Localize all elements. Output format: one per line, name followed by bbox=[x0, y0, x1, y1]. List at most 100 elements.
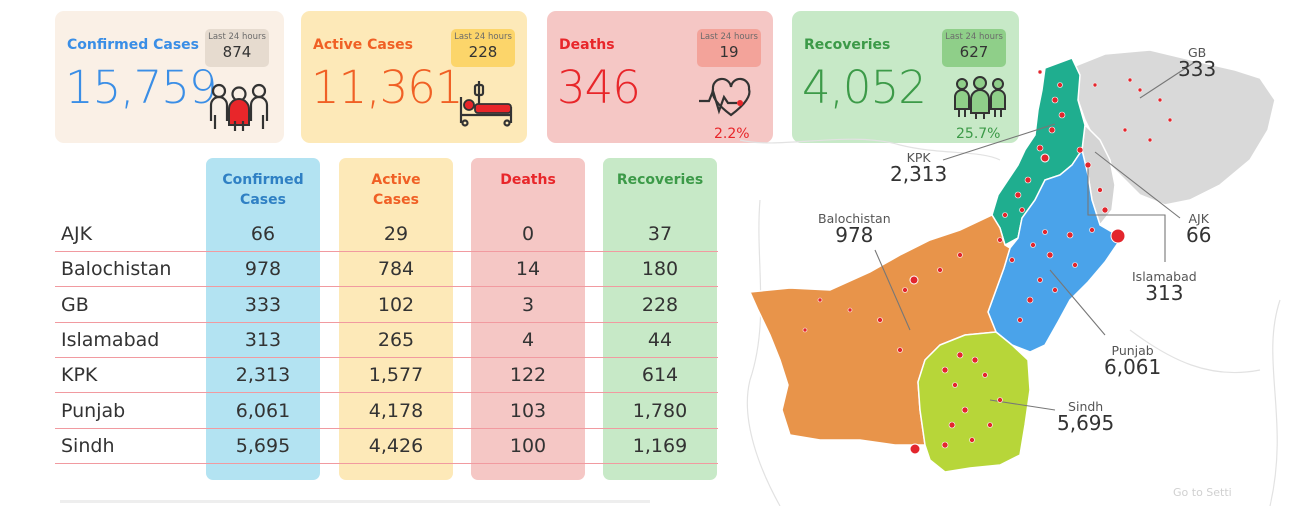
case-marker-dot bbox=[1048, 126, 1056, 134]
case-marker-dot bbox=[802, 327, 808, 333]
recoveries-header: Recoveries bbox=[616, 172, 704, 188]
case-marker-dot bbox=[909, 443, 921, 455]
header-line: Confirmed bbox=[222, 172, 304, 188]
header-line: Active bbox=[371, 172, 421, 188]
recovery-rate-percent: 25.7% bbox=[956, 126, 1001, 142]
map-label-name: Punjab bbox=[1111, 343, 1154, 358]
case-marker-dot bbox=[902, 287, 908, 293]
recoveries-cell: 228 bbox=[641, 293, 679, 316]
confirmed-cell: 313 bbox=[244, 328, 282, 351]
card-value: 11,361 bbox=[311, 61, 463, 114]
map-label-name: KPK bbox=[906, 150, 931, 165]
kpk-map-label: KPK 2,313 bbox=[890, 151, 947, 185]
case-marker-dot bbox=[952, 382, 958, 388]
kpk-leader-line bbox=[942, 123, 1056, 161]
active-cell: 265 bbox=[377, 328, 415, 351]
case-marker-dot bbox=[817, 297, 823, 303]
case-marker-dot bbox=[982, 372, 988, 378]
case-marker-dot bbox=[1037, 69, 1043, 75]
confirmed-cell: 5,695 bbox=[235, 434, 291, 457]
table-row: Sindh 5,695 4,426 100 1,169 bbox=[55, 429, 718, 464]
case-marker-dot bbox=[877, 317, 883, 323]
map-label-value: 333 bbox=[1178, 57, 1217, 82]
active-cases-header: Active Cases bbox=[339, 170, 453, 210]
card-value: 15,759 bbox=[65, 61, 217, 114]
recoveries-cell: 37 bbox=[647, 223, 673, 245]
deaths-cell: 103 bbox=[509, 399, 547, 422]
case-marker-dot bbox=[1157, 97, 1163, 103]
case-marker-dot bbox=[1017, 317, 1023, 323]
recoveries-card: Recoveries 4,052 Last 24 hours 627 25.7% bbox=[792, 11, 1019, 143]
case-marker-dot bbox=[1097, 187, 1103, 193]
badge-value: 19 bbox=[719, 43, 739, 61]
badge-value: 874 bbox=[222, 43, 252, 61]
gb-map-label: GB 333 bbox=[1178, 46, 1216, 80]
map-label-name: AJK bbox=[1188, 211, 1209, 226]
case-marker-dot bbox=[1127, 77, 1133, 83]
table-row: Balochistan 978 784 14 180 bbox=[55, 252, 718, 288]
map-label-name: Islamabad bbox=[1132, 269, 1197, 284]
map-label-name: Sindh bbox=[1068, 399, 1104, 414]
table-row: AJK 66 29 0 37 bbox=[55, 217, 718, 252]
active-cell: 1,577 bbox=[368, 364, 424, 387]
confirmed-cell: 66 bbox=[250, 223, 276, 245]
card-title: Recoveries bbox=[804, 37, 891, 53]
recoveries-cell: 44 bbox=[647, 328, 673, 351]
active-cases-card: Active Cases 11,361 Last 24 hours 228 bbox=[301, 11, 527, 143]
case-marker-dot bbox=[1057, 82, 1063, 88]
last-24-hours-badge: Last 24 hours 19 bbox=[697, 29, 761, 67]
case-marker-dot bbox=[948, 421, 956, 429]
recoveries-cell: 180 bbox=[641, 258, 679, 281]
recoveries-cell: 1,169 bbox=[632, 434, 688, 457]
badge-label: Last 24 hours bbox=[454, 32, 512, 42]
deaths-cell: 4 bbox=[521, 328, 535, 351]
active-cell: 4,178 bbox=[368, 399, 424, 422]
badge-value: 228 bbox=[468, 43, 498, 61]
last-24-hours-badge: Last 24 hours 228 bbox=[451, 29, 515, 67]
gb-leader-line bbox=[1139, 61, 1196, 99]
region-name: GB bbox=[61, 293, 89, 316]
punjab-map-label: Punjab 6,061 bbox=[1104, 344, 1161, 378]
case-marker-dot bbox=[957, 252, 963, 258]
deaths-cell: 3 bbox=[521, 293, 535, 316]
case-marker-dot bbox=[1002, 212, 1008, 218]
balochistan-leader-line bbox=[874, 249, 911, 331]
map-label-value: 313 bbox=[1145, 281, 1184, 306]
case-marker-dot bbox=[937, 267, 943, 273]
case-marker-dot bbox=[1066, 231, 1074, 239]
recoveries-cell: 1,780 bbox=[632, 399, 688, 422]
deaths-cell: 122 bbox=[509, 364, 547, 387]
confirmed-cell: 978 bbox=[244, 258, 282, 281]
deaths-cell: 0 bbox=[521, 223, 535, 245]
footer-divider bbox=[60, 500, 650, 503]
case-marker-dot bbox=[1037, 277, 1043, 283]
region-name: Sindh bbox=[61, 434, 115, 457]
case-marker-dot bbox=[1101, 206, 1109, 214]
case-marker-dot bbox=[1167, 117, 1173, 123]
deaths-cell: 100 bbox=[509, 434, 547, 457]
header-line: Cases bbox=[240, 192, 286, 208]
case-marker-dot bbox=[1137, 87, 1143, 93]
badge-value: 627 bbox=[959, 43, 989, 61]
case-marker-dot bbox=[987, 422, 993, 428]
hospital-bed-icon bbox=[459, 81, 513, 127]
region-name: Islamabad bbox=[61, 328, 160, 351]
region-name: AJK bbox=[61, 223, 93, 245]
case-marker-dot bbox=[941, 366, 949, 374]
map-label-name: GB bbox=[1187, 45, 1207, 60]
table-row: GB 333 102 3 228 bbox=[55, 288, 718, 323]
card-title: Active Cases bbox=[313, 37, 414, 53]
case-marker-dot bbox=[997, 237, 1003, 243]
deaths-header: Deaths bbox=[500, 172, 556, 188]
case-marker-dot bbox=[1051, 96, 1059, 104]
case-marker-dot bbox=[1014, 191, 1022, 199]
case-marker-dot bbox=[1030, 242, 1036, 248]
confirmed-cases-card: Confirmed Cases 15,759 Last 24 hours 874 bbox=[55, 11, 284, 143]
card-value: 4,052 bbox=[802, 61, 927, 114]
card-title: Confirmed Cases bbox=[67, 37, 200, 53]
case-marker-dot bbox=[1089, 227, 1095, 233]
case-marker-dot bbox=[1110, 228, 1126, 244]
confirmed-column-bg bbox=[206, 158, 320, 480]
activation-watermark: Go to Setti bbox=[1173, 486, 1232, 499]
badge-label: Last 24 hours bbox=[700, 32, 758, 42]
